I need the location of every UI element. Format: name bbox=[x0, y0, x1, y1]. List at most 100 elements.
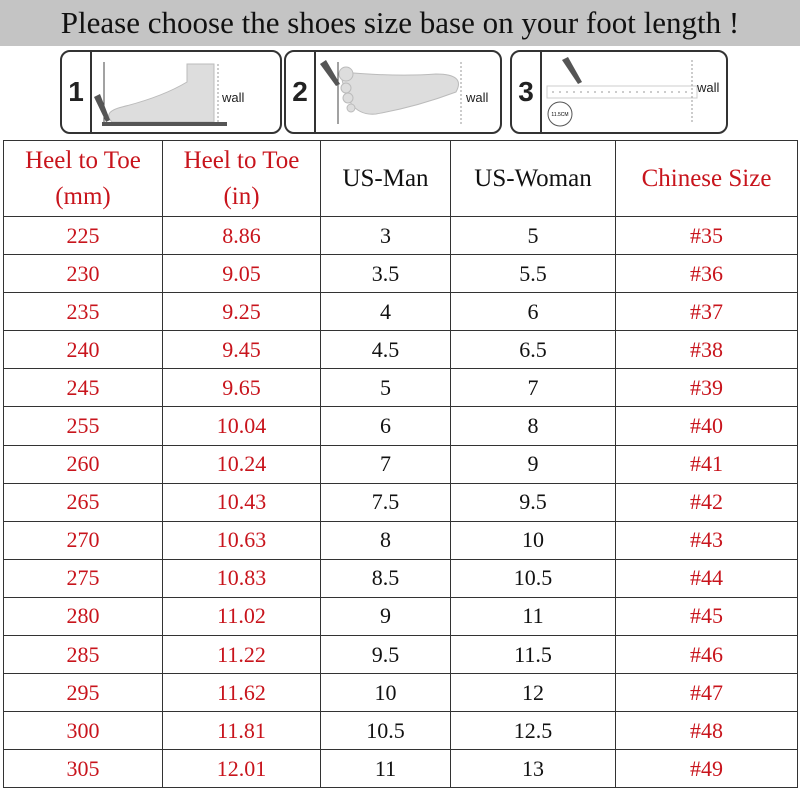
cell-us-man: 4 bbox=[320, 292, 451, 332]
measurement-steps: 1 wall 2 wall 3 bbox=[60, 50, 740, 136]
size-chart-table: Heel to Toe (mm) Heel to Toe (in) US-Man U… bbox=[3, 140, 798, 789]
cell-chinese-size: #42 bbox=[615, 482, 798, 522]
cell-chinese-size: #39 bbox=[615, 368, 798, 408]
header-us-man: US-Man bbox=[320, 140, 451, 217]
cell-us-man: 10 bbox=[320, 673, 451, 713]
cell-us-man: 8.5 bbox=[320, 558, 451, 598]
cell-chinese-size: #46 bbox=[615, 635, 798, 675]
cell-us-man: 8 bbox=[320, 520, 451, 560]
cell-in: 10.63 bbox=[162, 520, 321, 560]
cell-us-woman: 11.5 bbox=[450, 635, 616, 675]
cell-chinese-size: #41 bbox=[615, 444, 798, 484]
cell-in: 9.25 bbox=[162, 292, 321, 332]
cell-in: 12.01 bbox=[162, 749, 321, 789]
cell-mm: 275 bbox=[3, 558, 163, 598]
cell-us-woman: 10.5 bbox=[450, 558, 616, 598]
cell-in: 9.05 bbox=[162, 254, 321, 294]
cell-in: 11.81 bbox=[162, 711, 321, 751]
cell-us-man: 4.5 bbox=[320, 330, 451, 370]
table-row: 255 10.04 6 8 #40 bbox=[3, 406, 798, 446]
cell-in: 9.65 bbox=[162, 368, 321, 408]
cell-mm: 300 bbox=[3, 711, 163, 751]
step-3: 3 11.5CM wall bbox=[510, 50, 728, 134]
cell-mm: 260 bbox=[3, 444, 163, 484]
wall-label: wall bbox=[696, 80, 720, 95]
cell-us-man: 3 bbox=[320, 215, 451, 256]
cell-mm: 270 bbox=[3, 520, 163, 560]
cell-us-woman: 6.5 bbox=[450, 330, 616, 370]
cell-in: 10.83 bbox=[162, 558, 321, 598]
header-chinese-size: Chinese Size bbox=[615, 140, 798, 217]
cell-us-woman: 8 bbox=[450, 406, 616, 446]
wall-label: wall bbox=[465, 90, 489, 105]
cell-chinese-size: #48 bbox=[615, 711, 798, 751]
header-heel-toe-in: Heel to Toe (in) bbox=[162, 140, 321, 217]
cell-mm: 255 bbox=[3, 406, 163, 446]
cell-mm: 285 bbox=[3, 635, 163, 675]
cell-us-woman: 7 bbox=[450, 368, 616, 408]
cell-us-woman: 12.5 bbox=[450, 711, 616, 751]
table-row: 270 10.63 8 10 #43 bbox=[3, 520, 798, 560]
wall-label: wall bbox=[221, 90, 245, 105]
cell-in: 11.02 bbox=[162, 596, 321, 637]
table-row: 305 12.01 11 13 #49 bbox=[3, 749, 798, 789]
cell-chinese-size: #49 bbox=[615, 749, 798, 789]
cell-chinese-size: #36 bbox=[615, 254, 798, 294]
foot-top-view-icon: wall bbox=[320, 60, 489, 124]
table-row: 235 9.25 4 6 #37 bbox=[3, 292, 798, 332]
table-row: 275 10.83 8.5 10.5 #44 bbox=[3, 558, 798, 598]
cell-chinese-size: #40 bbox=[615, 406, 798, 446]
ruler-measurement-icon: 11.5CM wall bbox=[546, 57, 720, 127]
cell-us-woman: 9.5 bbox=[450, 482, 616, 522]
cell-mm: 280 bbox=[3, 596, 163, 637]
cell-us-man: 10.5 bbox=[320, 711, 451, 751]
table-row: 245 9.65 5 7 #39 bbox=[3, 368, 798, 408]
cell-us-woman: 6 bbox=[450, 292, 616, 332]
cell-in: 11.62 bbox=[162, 673, 321, 713]
cell-us-man: 7.5 bbox=[320, 482, 451, 522]
cell-us-man: 5 bbox=[320, 368, 451, 408]
foot-side-view-icon: wall bbox=[94, 62, 245, 126]
cell-us-man: 7 bbox=[320, 444, 451, 484]
step-number: 1 bbox=[62, 52, 92, 132]
cell-us-woman: 9 bbox=[450, 444, 616, 484]
table-row: 300 11.81 10.5 12.5 #48 bbox=[3, 711, 798, 751]
cell-mm: 305 bbox=[3, 749, 163, 789]
step-2: 2 wall bbox=[284, 50, 502, 134]
cell-mm: 265 bbox=[3, 482, 163, 522]
cell-us-man: 11 bbox=[320, 749, 451, 789]
step-1: 1 wall bbox=[60, 50, 282, 134]
cell-us-man: 3.5 bbox=[320, 254, 451, 294]
cell-us-woman: 10 bbox=[450, 520, 616, 560]
cell-us-woman: 11 bbox=[450, 596, 616, 637]
cell-in: 11.22 bbox=[162, 635, 321, 675]
cell-us-woman: 5 bbox=[450, 215, 616, 256]
header-heel-toe-mm: Heel to Toe (mm) bbox=[3, 140, 163, 217]
cell-chinese-size: #44 bbox=[615, 558, 798, 598]
table-row: 240 9.45 4.5 6.5 #38 bbox=[3, 330, 798, 370]
cell-chinese-size: #45 bbox=[615, 596, 798, 637]
step-number: 3 bbox=[512, 52, 542, 132]
cell-in: 9.45 bbox=[162, 330, 321, 370]
cell-mm: 240 bbox=[3, 330, 163, 370]
table-row: 260 10.24 7 9 #41 bbox=[3, 444, 798, 484]
header-row: Heel to Toe (mm) Heel to Toe (in) US-Man U… bbox=[3, 140, 798, 217]
cell-us-woman: 12 bbox=[450, 673, 616, 713]
table-row: 225 8.86 3 5 #35 bbox=[3, 215, 798, 256]
cell-mm: 235 bbox=[3, 292, 163, 332]
cell-mm: 225 bbox=[3, 215, 163, 256]
measure-label: 11.5CM bbox=[551, 112, 568, 118]
cell-in: 10.43 bbox=[162, 482, 321, 522]
table-row: 280 11.02 9 11 #45 bbox=[3, 596, 798, 637]
cell-us-man: 6 bbox=[320, 406, 451, 446]
cell-us-woman: 5.5 bbox=[450, 254, 616, 294]
cell-chinese-size: #38 bbox=[615, 330, 798, 370]
cell-chinese-size: #43 bbox=[615, 520, 798, 560]
step-number: 2 bbox=[286, 52, 316, 132]
table-row: 295 11.62 10 12 #47 bbox=[3, 673, 798, 713]
header-us-woman: US-Woman bbox=[450, 140, 616, 217]
cell-mm: 245 bbox=[3, 368, 163, 408]
cell-us-woman: 13 bbox=[450, 749, 616, 789]
cell-us-man: 9 bbox=[320, 596, 451, 637]
cell-mm: 230 bbox=[3, 254, 163, 294]
